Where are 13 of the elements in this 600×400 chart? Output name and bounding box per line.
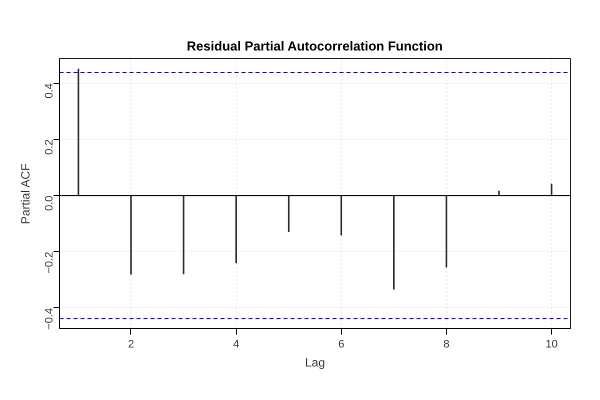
y-tick-label: 0.4 [44, 83, 56, 99]
chart-title: Residual Partial Autocorrelation Function [186, 38, 443, 54]
x-axis-title: Lag [304, 356, 326, 370]
y-tick-label: 0.2 [44, 139, 56, 155]
x-tick-label: 6 [338, 338, 344, 350]
y-tick-label: 0.0 [44, 196, 56, 211]
x-tick-label: 2 [128, 338, 134, 350]
x-tick-label: 10 [545, 338, 558, 350]
x-tick-label: 8 [443, 338, 450, 350]
x-tick-label: 4 [233, 338, 240, 350]
y-tick-label: −0.2 [44, 252, 56, 274]
y-axis-title: Partial ACF [18, 163, 32, 224]
y-tick-label: −0.4 [44, 308, 56, 330]
